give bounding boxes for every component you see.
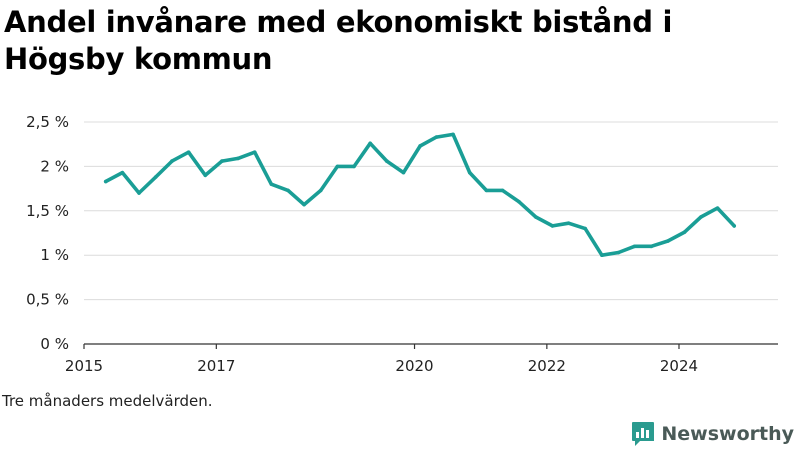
data-point xyxy=(186,150,191,154)
y-tick-label: 2 % xyxy=(40,157,69,175)
brand-name: Newsworthy xyxy=(661,423,794,445)
data-point xyxy=(517,200,521,204)
x-axis: 2015 2017 2020 2022 2024 xyxy=(65,343,778,375)
data-point xyxy=(583,226,588,231)
data-point xyxy=(368,141,372,146)
x-tick-label: 2015 xyxy=(65,357,103,375)
data-point xyxy=(451,132,455,137)
data-point xyxy=(103,179,108,184)
data-point xyxy=(153,175,158,179)
data-point xyxy=(335,164,340,169)
chart-title: Andel invånare med ekonomiskt bistånd i … xyxy=(4,5,673,76)
data-point xyxy=(566,221,571,226)
data-point xyxy=(418,144,422,148)
data-point xyxy=(401,170,406,175)
data-point xyxy=(699,215,703,219)
y-tick-label: 1,5 % xyxy=(26,202,69,220)
data-point xyxy=(484,188,489,193)
data-point xyxy=(649,244,654,249)
y-tick-label: 0,5 % xyxy=(26,291,69,309)
footnote: Tre månaders medelvärden. xyxy=(2,392,213,410)
data-point xyxy=(203,173,208,178)
data-point xyxy=(732,224,736,228)
data-point xyxy=(500,188,505,193)
data-point xyxy=(682,230,687,234)
data-point xyxy=(318,188,323,193)
x-tick-label: 2024 xyxy=(660,357,698,375)
data-point xyxy=(534,215,538,219)
data-point xyxy=(220,159,224,163)
series-line xyxy=(103,132,737,257)
data-point xyxy=(467,170,472,175)
x-tick-label: 2022 xyxy=(528,357,566,375)
series-layer xyxy=(103,132,737,257)
x-tick-label: 2020 xyxy=(395,357,433,375)
data-point xyxy=(600,253,604,257)
line-chart: 0 % 0,5 % 1 % 1,5 % 2 % 2,5 % 2015 2017 2020 202… xyxy=(26,113,778,375)
data-point xyxy=(550,224,555,228)
y-axis-ticks: 0 % 0,5 % 1 % 1,5 % 2 % 2,5 % xyxy=(26,113,69,353)
y-tick-label: 0 % xyxy=(40,335,69,353)
y-tick-label: 1 % xyxy=(40,246,69,264)
x-tick-label: 2017 xyxy=(197,357,235,375)
data-point xyxy=(715,206,720,210)
gridlines xyxy=(84,121,778,301)
data-point xyxy=(170,159,174,163)
data-point xyxy=(137,191,141,195)
data-point xyxy=(302,202,306,207)
data-point xyxy=(352,164,356,169)
data-point xyxy=(385,159,389,163)
newsworthy-logo-icon xyxy=(632,422,655,446)
data-point xyxy=(120,170,125,175)
data-point xyxy=(434,135,439,139)
brand-logo: Newsworthy xyxy=(631,419,794,449)
data-point xyxy=(236,156,240,161)
data-point xyxy=(286,188,290,193)
data-point xyxy=(269,182,274,186)
data-point xyxy=(632,244,637,249)
y-tick-label: 2,5 % xyxy=(26,113,69,131)
data-point xyxy=(252,150,257,154)
data-point xyxy=(616,250,621,255)
data-point xyxy=(666,239,670,243)
